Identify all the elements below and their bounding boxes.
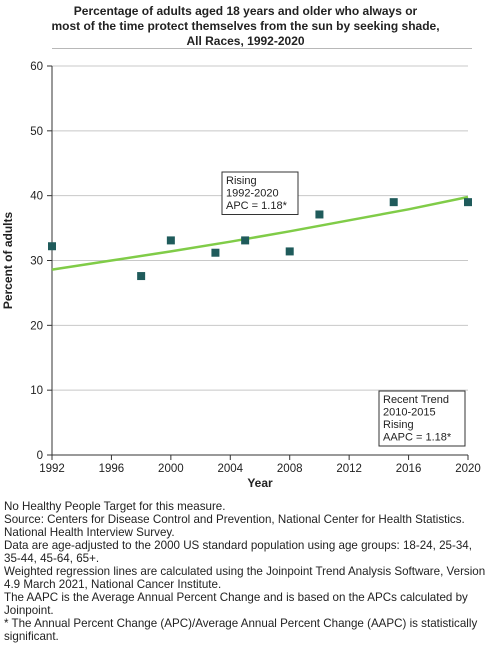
x-tick-label: 2012 — [336, 463, 362, 475]
data-point — [166, 236, 175, 245]
note-line: The AAPC is the Average Annual Percent C… — [4, 591, 468, 617]
annotation-text: Recent Trend — [383, 394, 449, 406]
data-point — [285, 247, 294, 256]
trend-line — [51, 195, 469, 271]
note-line: Weighted regression lines are calculated… — [4, 565, 486, 591]
x-tick-label: 2020 — [455, 463, 481, 475]
annotation-text: 2010-2015 — [383, 407, 436, 419]
data-point — [389, 198, 398, 207]
chart-title-line: Percentage of adults aged 18 years and o… — [73, 4, 418, 18]
annotation-text: APC = 1.18* — [226, 200, 288, 212]
y-tick-label: 30 — [30, 256, 43, 268]
x-tick-label: 2008 — [277, 463, 303, 475]
data-point — [211, 248, 220, 257]
note-line: Source: Centers for Disease Control and … — [4, 513, 465, 539]
trend-chart: 0 10 20 30 40 50 60 1992 1996 2000 2004 2008 2012 201… — [1, 61, 481, 490]
annotation-box — [221, 171, 299, 215]
annotation-box — [378, 390, 466, 447]
annotation-text: Rising — [383, 419, 414, 431]
y-tick-label: 60 — [30, 61, 43, 73]
chart-title: Percentage of adults aged 18 years and o… — [0, 4, 491, 49]
note-line: * The Annual Percent Change (APC)/Averag… — [4, 617, 478, 643]
y-tick-label: 0 — [37, 450, 43, 462]
y-tick-label: 10 — [30, 385, 43, 397]
note-line: Data are age-adjusted to the 2000 US sta… — [4, 539, 472, 565]
note-line: No Healthy People Target for this measur… — [4, 500, 226, 513]
x-axis-label: Year — [247, 476, 273, 490]
annotation-text: Rising — [226, 175, 257, 187]
y-tick-label: 20 — [30, 320, 43, 332]
y-tick-label: 50 — [30, 126, 43, 138]
title-divider — [52, 48, 472, 49]
annotation-text: 1992-2020 — [226, 188, 279, 200]
chart-title-line: All Races, 1992-2020 — [186, 34, 305, 48]
chart-notes: No Healthy People Target for this measur… — [4, 500, 490, 643]
x-tick-label: 2016 — [396, 463, 422, 475]
x-tick-label: 1992 — [39, 463, 65, 475]
data-point — [137, 272, 146, 281]
x-tick-label: 2004 — [217, 463, 243, 475]
y-tick-label: 40 — [30, 191, 43, 203]
y-axis-label: Percent of adults — [1, 212, 15, 310]
annotation-text: AAPC = 1.18* — [383, 432, 452, 444]
data-point — [464, 198, 472, 207]
x-tick-label: 1996 — [99, 463, 125, 475]
chart-title-line: most of the time protect themselves from… — [51, 19, 440, 33]
data-point — [241, 236, 250, 245]
data-point — [48, 242, 56, 251]
data-point — [315, 210, 324, 219]
x-tick-label: 2000 — [158, 463, 184, 475]
